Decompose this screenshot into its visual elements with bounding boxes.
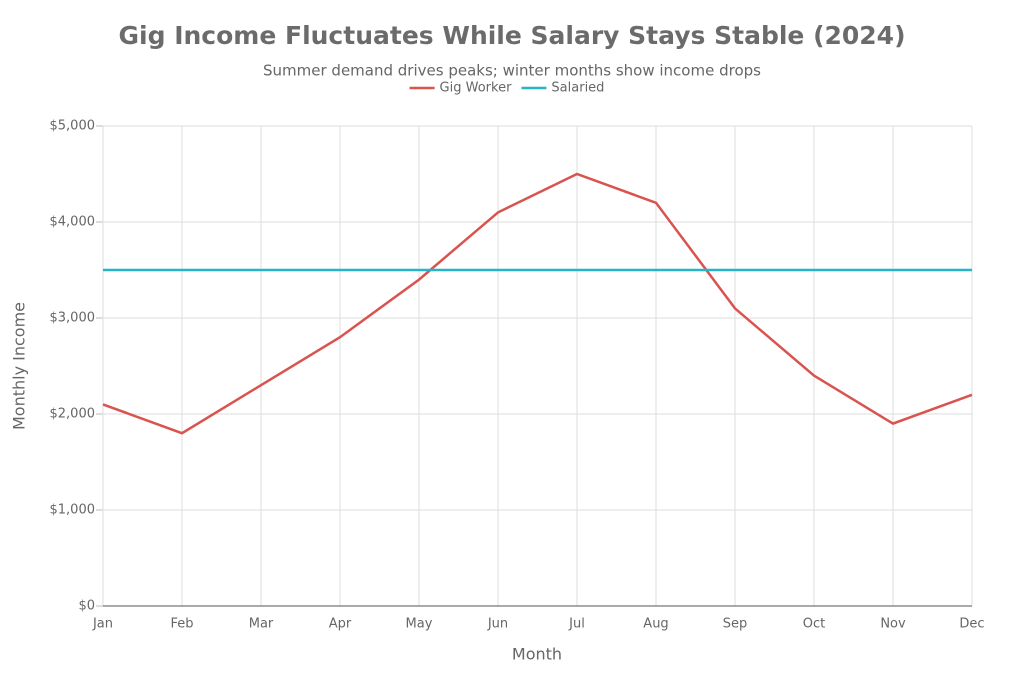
y-tick-label: $5,000 <box>50 119 96 134</box>
x-axis-title: Month <box>512 645 562 664</box>
y-tick-label: $3,000 <box>50 311 96 326</box>
x-tick-label: Nov <box>880 617 906 632</box>
y-tick-label: $0 <box>78 599 95 614</box>
x-tick-label: Mar <box>249 617 274 632</box>
chart-subtitle: Summer demand drives peaks; winter month… <box>263 62 761 80</box>
chart-title: Gig Income Fluctuates While Salary Stays… <box>119 21 906 50</box>
y-axis-title: Monthly Income <box>10 302 29 430</box>
x-tick-label: Feb <box>170 617 193 632</box>
y-tick-label: $2,000 <box>50 407 96 422</box>
x-tick-label: May <box>406 617 433 632</box>
line-series <box>102 172 973 435</box>
x-tick-label: Oct <box>803 617 825 632</box>
x-tick-label: Dec <box>959 617 984 632</box>
legend-label: Gig Worker <box>440 81 513 96</box>
x-tick-label: Jan <box>92 617 113 632</box>
y-tick-label: $1,000 <box>50 503 96 518</box>
x-tick-label: Sep <box>723 617 748 632</box>
x-tick-label: Jun <box>487 617 508 632</box>
x-tick-label: Aug <box>643 617 668 632</box>
x-tick-label: Jul <box>568 617 585 632</box>
x-tick-label: Apr <box>329 617 352 632</box>
legend-label: Salaried <box>551 81 604 96</box>
y-tick-label: $4,000 <box>50 215 96 230</box>
